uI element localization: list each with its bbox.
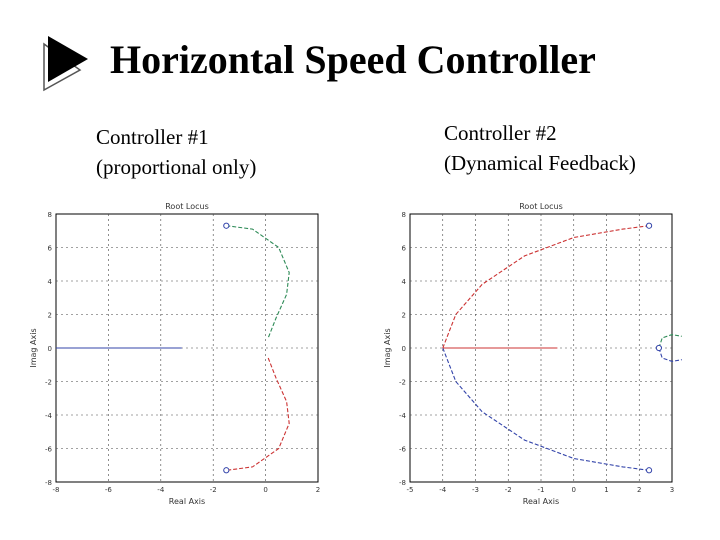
y-tick-label: 4 xyxy=(48,278,53,286)
x-axis-label: Real Axis xyxy=(523,497,559,506)
x-tick-label: 2 xyxy=(316,486,320,494)
x-tick-label: -2 xyxy=(505,486,512,494)
x-tick-label: 0 xyxy=(263,486,267,494)
x-tick-label: -6 xyxy=(105,486,113,494)
y-tick-label: 6 xyxy=(48,245,53,253)
locus-marker-1 xyxy=(223,467,230,474)
y-tick-label: 8 xyxy=(402,211,406,219)
right-caption-line-2: (Dynamical Feedback) xyxy=(444,151,636,175)
slide-title: Horizontal Speed Controller xyxy=(110,37,596,82)
y-tick-label: 6 xyxy=(402,245,407,253)
locus-branch-3 xyxy=(658,334,682,349)
x-tick-label: -1 xyxy=(538,486,545,494)
y-tick-label: -2 xyxy=(45,379,52,387)
right-caption: Controller #2 (Dynamical Feedback) xyxy=(444,118,636,178)
locus-branch-1 xyxy=(226,357,290,471)
x-tick-label: -4 xyxy=(157,486,165,494)
y-tick-label: -4 xyxy=(399,412,407,420)
chart-title: Root Locus xyxy=(165,202,209,211)
y-tick-label: -2 xyxy=(399,379,406,387)
left-caption-line-1: Controller #1 xyxy=(96,125,209,149)
locus-marker-1 xyxy=(645,467,653,474)
y-tick-label: -6 xyxy=(399,446,407,454)
locus-marker-2 xyxy=(655,344,662,352)
left-caption: Controller #1 (proportional only) xyxy=(96,122,256,182)
x-tick-label: -3 xyxy=(472,486,479,494)
x-tick-label: 0 xyxy=(572,486,576,494)
y-tick-label: 2 xyxy=(48,312,52,320)
left-caption-line-2: (proportional only) xyxy=(96,155,257,179)
y-tick-label: 4 xyxy=(402,278,407,286)
x-tick-label: 3 xyxy=(670,486,674,494)
root-locus-plot-1: -8 -6 -4 -2 0 2 -8 -6 -4 -2 0 2 4 6 8 Root Locus Real Ax… xyxy=(29,202,320,506)
locus-branch-0 xyxy=(226,225,290,339)
x-axis-label: Real Axis xyxy=(169,497,205,506)
x-tick-label: -8 xyxy=(53,486,60,494)
play-arrow-bullet-icon xyxy=(43,36,88,92)
y-tick-label: -8 xyxy=(45,479,52,487)
chart-title: Root Locus xyxy=(519,202,563,211)
x-tick-label: -2 xyxy=(210,486,217,494)
x-tick-label: -5 xyxy=(407,486,414,494)
y-tick-label: -4 xyxy=(45,412,53,420)
locus-branch-1 xyxy=(442,347,650,471)
x-tick-label: -4 xyxy=(439,486,447,494)
y-tick-label: 0 xyxy=(402,345,406,353)
locus-marker-0 xyxy=(223,222,230,229)
locus-branch-4 xyxy=(658,347,682,362)
y-tick-label: -6 xyxy=(45,446,53,454)
y-tick-label: 8 xyxy=(48,211,52,219)
x-tick-label: 1 xyxy=(604,486,608,494)
root-locus-plot-2: -5 -4 -3 -2 -1 0 1 2 3 -8 -6 -4 -2 0 2 4 6 8 Root Locus Rea… xyxy=(383,202,682,506)
y-tick-label: 2 xyxy=(402,312,406,320)
y-tick-label: 0 xyxy=(48,345,52,353)
locus-branch-0 xyxy=(442,225,650,349)
y-tick-label: -8 xyxy=(399,479,406,487)
locus-marker-0 xyxy=(645,222,653,229)
y-axis-label: Imag Axis xyxy=(383,328,392,367)
y-axis-label: Imag Axis xyxy=(29,328,38,367)
right-caption-line-1: Controller #2 xyxy=(444,121,557,145)
x-tick-label: 2 xyxy=(637,486,641,494)
